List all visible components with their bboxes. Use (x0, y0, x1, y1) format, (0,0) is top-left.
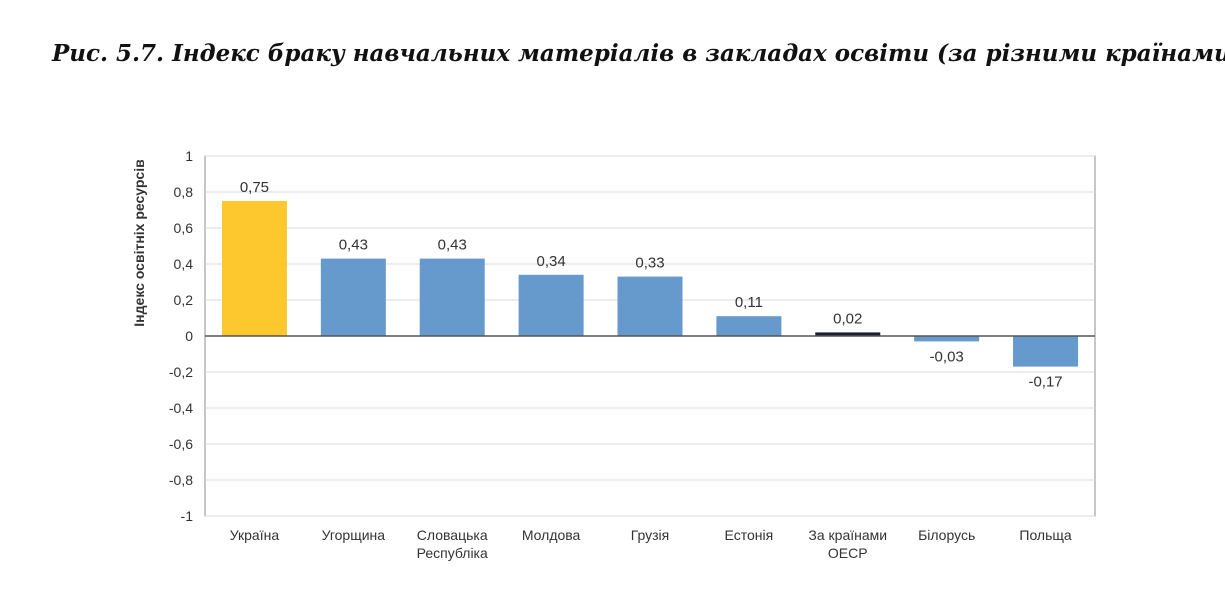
category-label: ОЕСР (828, 545, 868, 561)
bar (518, 274, 584, 336)
bar (914, 336, 980, 342)
category-label: Естонія (725, 527, 774, 543)
y-tick-label: 0 (185, 328, 193, 344)
y-tick-labels: 1 0,8 0,6 0,4 0,2 0 -0,2 -0,4 -0,6 -0,8 -1 (169, 148, 193, 524)
y-tick-label: 0,4 (174, 256, 194, 272)
bar (320, 258, 386, 336)
y-tick-label: -1 (181, 508, 194, 524)
category-label: Словацька (417, 527, 488, 543)
bar (221, 201, 287, 336)
data-label: 0,33 (635, 255, 664, 272)
category-label: Угорщина (322, 527, 386, 543)
category-label: Білорусь (918, 527, 975, 543)
data-label: 0,43 (438, 237, 467, 254)
y-tick-label: -0,2 (169, 364, 193, 380)
data-label: 0,75 (240, 179, 269, 196)
data-label: 0,34 (537, 253, 566, 270)
data-label: -0,03 (930, 348, 964, 365)
bar (815, 332, 881, 336)
category-label: Польща (1019, 527, 1072, 543)
category-label: Грузія (631, 527, 670, 543)
category-label: За країнами (808, 527, 887, 543)
data-labels: 0,75 0,43 0,43 0,34 0,33 0,11 0,02 -0,03 -0,17 (240, 179, 1063, 391)
bar (419, 258, 485, 336)
bar (1013, 336, 1079, 367)
y-axis-title: Індекс освітніх ресурсів (131, 159, 147, 327)
y-tick-label: -0,8 (169, 472, 193, 488)
grid-lines (205, 155, 1095, 517)
y-tick-label: -0,4 (169, 400, 193, 416)
y-tick-label: -0,6 (169, 436, 193, 452)
data-label: -0,17 (1028, 374, 1062, 391)
data-label: 0,02 (833, 310, 862, 327)
data-label: 0,11 (735, 294, 763, 311)
category-label: Молдова (522, 527, 581, 543)
bar (617, 276, 683, 336)
y-tick-label: 0,2 (174, 292, 194, 308)
data-label: 0,43 (339, 237, 368, 254)
y-tick-label: 0,6 (174, 220, 194, 236)
category-label: Україна (230, 527, 280, 543)
category-label: Республіка (417, 545, 488, 561)
figure-caption: Рис. 5.7. Індекс браку навчальних матері… (52, 40, 1225, 67)
category-labels: Україна Угорщина Словацька Республіка Молдов… (230, 527, 1072, 561)
y-tick-label: 0,8 (174, 184, 194, 200)
bars (221, 201, 1079, 367)
y-tick-label: 1 (185, 148, 193, 164)
bar (716, 316, 782, 336)
